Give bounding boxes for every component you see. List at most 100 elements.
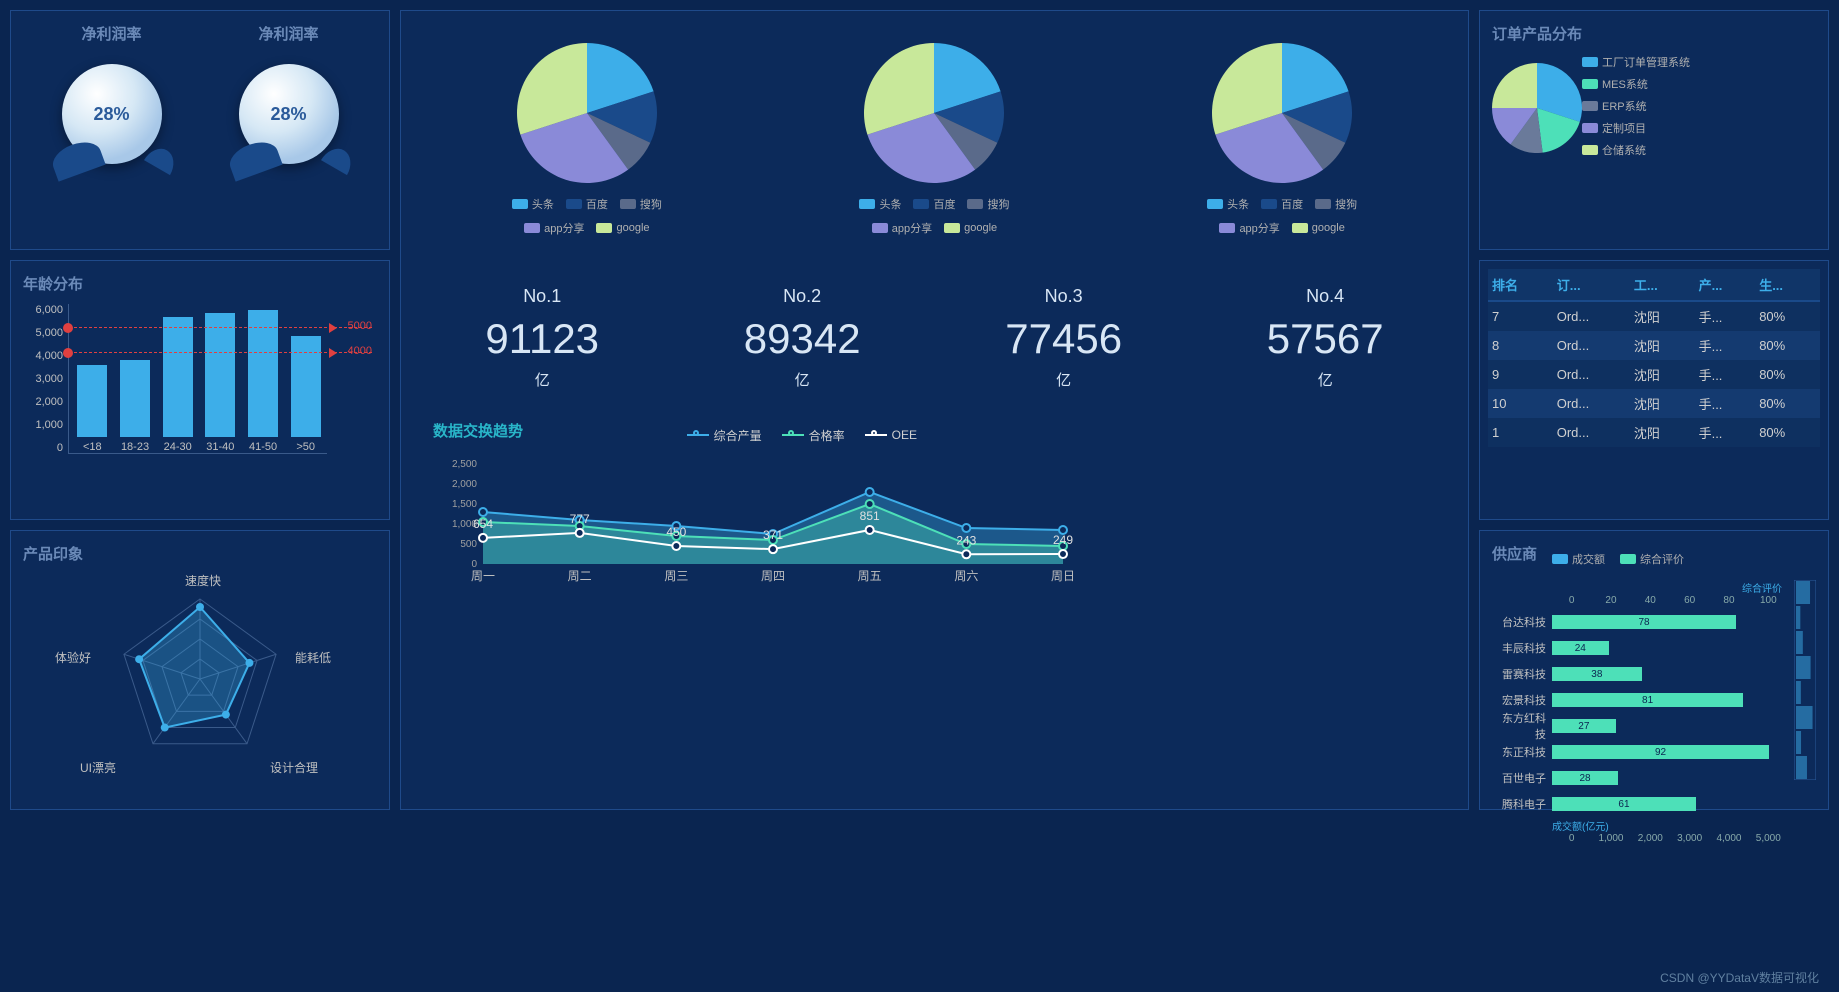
pie-legend-item[interactable]: app分享 bbox=[1219, 220, 1279, 236]
pie-legend-item[interactable]: app分享 bbox=[524, 220, 584, 236]
svg-text:243: 243 bbox=[956, 533, 976, 547]
age-bar-label: 31-40 bbox=[206, 441, 234, 453]
trend-legend-item[interactable]: OEE bbox=[865, 428, 917, 442]
profit-bubble-2: 28% bbox=[239, 64, 339, 164]
svg-text:周二: 周二 bbox=[568, 569, 592, 583]
profit-title-2: 净利润率 bbox=[200, 23, 377, 44]
pie-legend-item[interactable]: 百度 bbox=[566, 196, 608, 212]
order-table[interactable]: 排名订...工...产...生... 7Ord...沈阳手...80%8Ord.… bbox=[1488, 269, 1820, 447]
ranks-row: No.191123亿No.289342亿No.377456亿No.457567亿 bbox=[413, 256, 1456, 410]
svg-text:777: 777 bbox=[570, 511, 590, 525]
pie-legend-item[interactable]: google bbox=[1292, 220, 1345, 236]
table-header[interactable]: 工... bbox=[1630, 269, 1695, 301]
pie-legend-item[interactable]: 搜狗 bbox=[1315, 196, 1357, 212]
table-row[interactable]: 9Ord...沈阳手...80% bbox=[1488, 360, 1820, 389]
supplier-datazoom[interactable] bbox=[1794, 580, 1816, 844]
radar-chart[interactable]: 速度快能耗低设计合理UI漂亮体验好 bbox=[60, 574, 340, 794]
order-dist-legend[interactable]: 工厂订单管理系统 MES系统 ERP系统定制项目仓储系统 bbox=[1582, 54, 1690, 164]
radar-indicator: 体验好 bbox=[55, 649, 91, 666]
supplier-title: 供应商 bbox=[1492, 543, 1537, 564]
pie-legend-item[interactable]: 百度 bbox=[1261, 196, 1303, 212]
supplier-bar-row[interactable]: 腾科电子61 bbox=[1492, 792, 1788, 816]
pies-row: 头条百度搜狗app分享google头条百度搜狗app分享google头条百度搜狗… bbox=[413, 23, 1456, 256]
supplier-bar-row[interactable]: 东正科技92 bbox=[1492, 740, 1788, 764]
pie-legend-item[interactable]: 头条 bbox=[512, 196, 554, 212]
svg-text:1,500: 1,500 bbox=[452, 499, 477, 510]
order-legend-item[interactable]: 工厂订单管理系统 bbox=[1582, 54, 1690, 70]
rank-item: No.191123亿 bbox=[485, 286, 599, 390]
supplier-bar-row[interactable]: 雷赛科技38 bbox=[1492, 662, 1788, 686]
trend-legend-item[interactable]: 合格率 bbox=[782, 427, 845, 444]
trend-chart[interactable]: 2,5002,0001,5001,00050006547774503718512… bbox=[433, 454, 1436, 587]
table-row[interactable]: 1Ord...沈阳手...80% bbox=[1488, 418, 1820, 447]
table-header[interactable]: 订... bbox=[1553, 269, 1630, 301]
age-y-axis: 6,0005,0004,0003,0002,0001,0000 bbox=[23, 304, 63, 454]
table-header[interactable]: 排名 bbox=[1488, 269, 1553, 301]
center-pie[interactable]: 头条百度搜狗 app分享 google bbox=[834, 43, 1034, 236]
table-row[interactable]: 10Ord...沈阳手...80% bbox=[1488, 389, 1820, 418]
svg-text:851: 851 bbox=[860, 508, 880, 522]
age-bar-label: >50 bbox=[296, 441, 315, 453]
supplier-legend-item[interactable]: 综合评价 bbox=[1620, 551, 1684, 567]
age-bar-chart[interactable]: 50004000<1818-2324-3031-4041-50>50 bbox=[68, 304, 327, 454]
table-body: 7Ord...沈阳手...80%8Ord...沈阳手...80%9Ord...沈… bbox=[1488, 301, 1820, 447]
profit-value-1: 28% bbox=[93, 104, 129, 125]
table-row[interactable]: 7Ord...沈阳手...80% bbox=[1488, 301, 1820, 331]
radar-title: 产品印象 bbox=[23, 543, 377, 564]
order-legend-item[interactable]: 仓储系统 bbox=[1582, 142, 1690, 158]
radar-panel: 产品印象 速度快能耗低设计合理UI漂亮体验好 bbox=[10, 530, 390, 810]
rank-item: No.457567亿 bbox=[1267, 286, 1384, 390]
svg-text:周日: 周日 bbox=[1051, 569, 1073, 583]
pie-legend-item[interactable]: 搜狗 bbox=[620, 196, 662, 212]
supplier-top-axis-title: 综合评价 bbox=[1492, 580, 1788, 595]
svg-text:周四: 周四 bbox=[761, 569, 785, 583]
order-legend-item[interactable]: MES系统 bbox=[1582, 76, 1690, 92]
supplier-bar-row[interactable]: 台达科技78 bbox=[1492, 610, 1788, 634]
table-header[interactable]: 产... bbox=[1695, 269, 1756, 301]
table-header-row: 排名订...工...产...生... bbox=[1488, 269, 1820, 301]
supplier-bars[interactable]: 台达科技78丰辰科技24雷赛科技38宏景科技81东方红科技27东正科技92百世电… bbox=[1492, 610, 1788, 816]
age-bar[interactable] bbox=[205, 313, 235, 437]
supplier-bar-row[interactable]: 宏景科技81 bbox=[1492, 688, 1788, 712]
table-header[interactable]: 生... bbox=[1755, 269, 1820, 301]
pie-legend-item[interactable]: google bbox=[944, 220, 997, 236]
supplier-bar-row[interactable]: 丰辰科技24 bbox=[1492, 636, 1788, 660]
age-bar[interactable] bbox=[120, 360, 150, 438]
svg-text:654: 654 bbox=[473, 516, 493, 530]
pie-legend-item[interactable]: 搜狗 bbox=[967, 196, 1009, 212]
center-pie[interactable]: 头条百度搜狗 app分享 google bbox=[1182, 43, 1382, 236]
supplier-bottom-axis-title: 成交额(亿元) bbox=[1492, 818, 1788, 833]
supplier-legend[interactable]: 成交额综合评价 bbox=[1552, 551, 1684, 567]
supplier-legend-item[interactable]: 成交额 bbox=[1552, 551, 1605, 567]
pie-legend-item[interactable]: app分享 bbox=[872, 220, 932, 236]
table-row[interactable]: 8Ord...沈阳手...80% bbox=[1488, 331, 1820, 360]
supplier-bar-row[interactable]: 百世电子28 bbox=[1492, 766, 1788, 790]
age-title: 年龄分布 bbox=[23, 273, 377, 294]
pie-legend-item[interactable]: 头条 bbox=[859, 196, 901, 212]
trend-legend-item[interactable]: 综合产量 bbox=[687, 427, 762, 444]
order-dist-title: 订单产品分布 bbox=[1492, 23, 1816, 44]
age-bar[interactable] bbox=[163, 317, 193, 437]
center-panel: 头条百度搜狗app分享google头条百度搜狗app分享google头条百度搜狗… bbox=[400, 10, 1469, 810]
order-legend-item[interactable]: 定制项目 bbox=[1582, 120, 1690, 136]
order-legend-item[interactable]: ERP系统 bbox=[1582, 98, 1690, 114]
supplier-bottom-axis: 01,0002,0003,0004,0005,000 bbox=[1492, 833, 1788, 844]
svg-text:周三: 周三 bbox=[664, 569, 688, 583]
pie-legend-item[interactable]: 百度 bbox=[913, 196, 955, 212]
rank-item: No.289342亿 bbox=[744, 286, 861, 390]
svg-text:周五: 周五 bbox=[858, 569, 882, 583]
trend-legend[interactable]: 综合产量 合格率 OEE bbox=[687, 427, 917, 444]
order-dist-pie[interactable] bbox=[1492, 63, 1582, 156]
trend-section: 数据交换趋势 综合产量合格率OEE 2,5002,0001,5001,00050… bbox=[413, 410, 1456, 597]
age-bar-label: 41-50 bbox=[249, 441, 277, 453]
svg-text:371: 371 bbox=[763, 528, 783, 542]
center-pie[interactable]: 头条百度搜狗 app分享 google bbox=[487, 43, 687, 236]
age-bar-label: 24-30 bbox=[164, 441, 192, 453]
pie-legend-item[interactable]: google bbox=[596, 220, 649, 236]
supplier-bar-row[interactable]: 东方红科技27 bbox=[1492, 714, 1788, 738]
age-bar[interactable] bbox=[248, 310, 278, 438]
radar-indicator: 设计合理 bbox=[270, 759, 318, 776]
age-bar[interactable] bbox=[77, 365, 107, 438]
age-bar[interactable] bbox=[291, 336, 321, 437]
pie-legend-item[interactable]: 头条 bbox=[1207, 196, 1249, 212]
